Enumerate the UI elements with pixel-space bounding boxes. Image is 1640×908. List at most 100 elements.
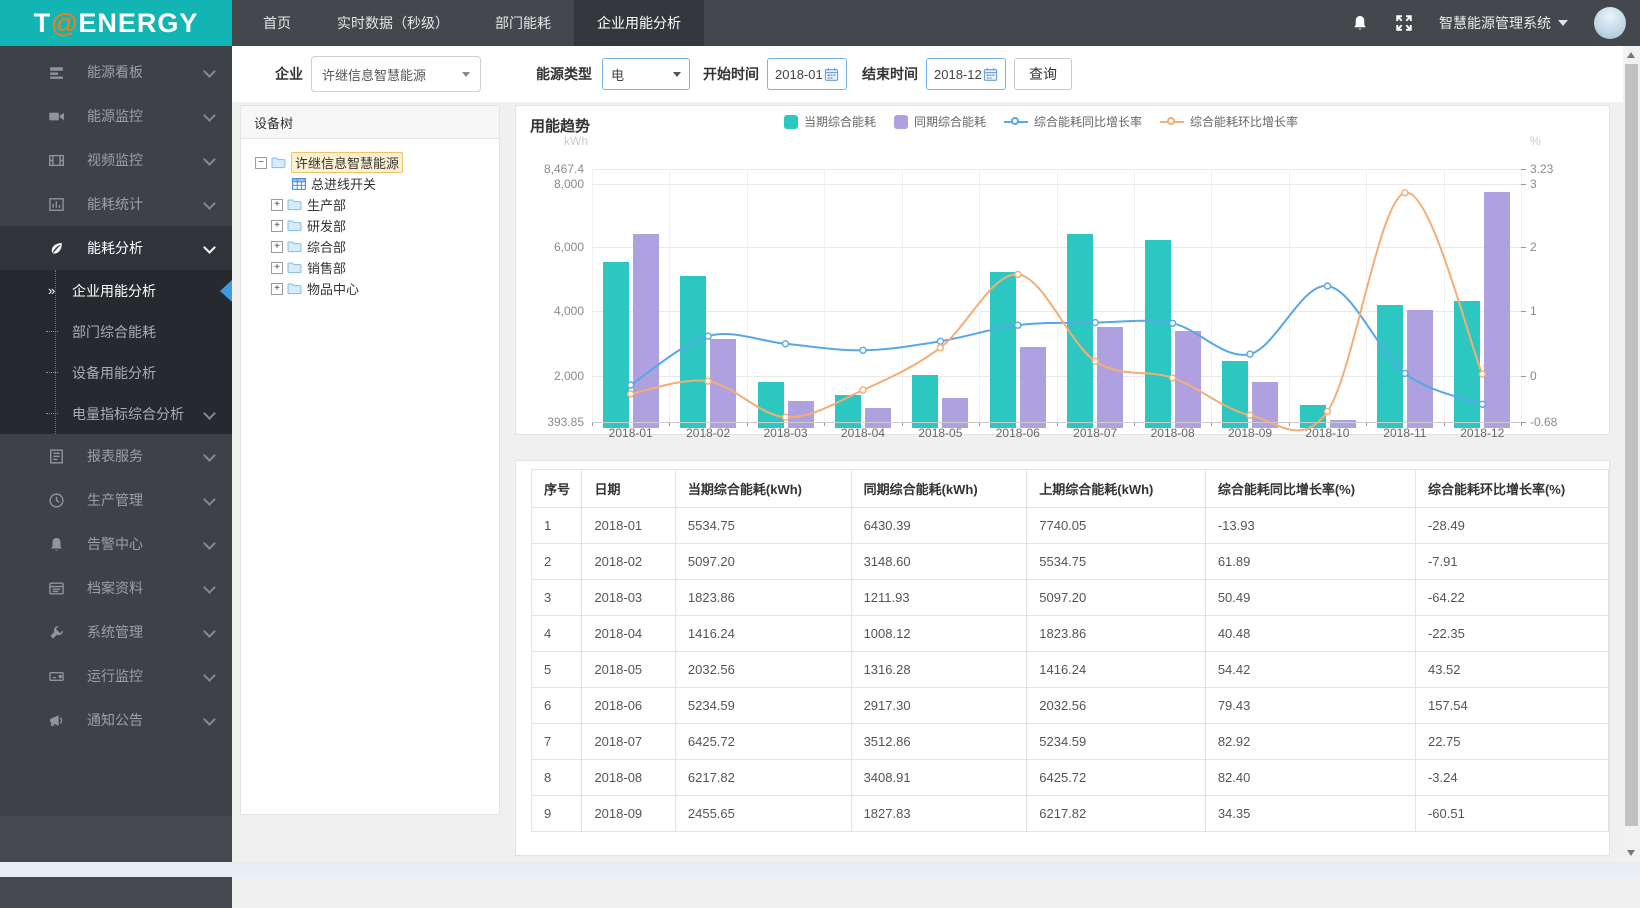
sidebar-item[interactable]: 能源看板: [0, 50, 232, 94]
legend-item[interactable]: 综合能耗环比增长率: [1160, 113, 1298, 130]
calendar-icon[interactable]: [824, 67, 839, 82]
tree-node-folder[interactable]: + 生产部: [255, 194, 499, 215]
bar-previous-period[interactable]: [787, 401, 814, 428]
energy-type-value: 电: [611, 67, 625, 83]
start-date-input[interactable]: 2018-01: [767, 58, 847, 90]
bar-previous-period[interactable]: [1174, 330, 1201, 428]
bar-previous-period[interactable]: [1329, 419, 1356, 428]
bar-previous-period[interactable]: [1097, 327, 1124, 428]
sidebar-subitem[interactable]: 设备用能分析: [0, 352, 232, 393]
horizontal-scrollbar[interactable]: [0, 862, 1640, 877]
sidebar-item[interactable]: 视频监控: [0, 138, 232, 182]
scroll-down-arrow-icon[interactable]: [1627, 850, 1635, 856]
expand-box-icon[interactable]: +: [271, 198, 283, 211]
bell-icon[interactable]: [1351, 14, 1369, 32]
table-cell: 2018-07: [581, 723, 676, 760]
x-axis-label: 2018-04: [840, 426, 885, 440]
legend-item[interactable]: 当期综合能耗: [784, 113, 876, 130]
tree-node-folder[interactable]: + 综合部: [255, 236, 499, 257]
sidebar-item[interactable]: 能耗统计: [0, 182, 232, 226]
system-name-dropdown[interactable]: 智慧能源管理系统: [1439, 13, 1568, 33]
sidebar-item[interactable]: 运行监控: [0, 654, 232, 698]
table-cell: -13.93: [1204, 507, 1416, 544]
tree-node-label[interactable]: 生产部: [307, 198, 347, 213]
end-date-input[interactable]: 2018-12: [926, 58, 1006, 90]
sidebar-menu: 能源看板 能源监控 视频监控 能耗统计 能耗分析 » 企业用能分析 部门综合能耗 设备用能分析电…: [0, 46, 232, 742]
expand-box-icon[interactable]: +: [271, 219, 283, 232]
bar-current-period[interactable]: [1067, 233, 1094, 428]
tree-node-folder[interactable]: + 研发部: [255, 215, 499, 236]
legend-item[interactable]: 综合能耗同比增长率: [1004, 113, 1142, 130]
bar-current-period[interactable]: [1144, 240, 1171, 428]
table-row[interactable]: 2 2018-02 5097.20 3148.60 5534.75 61.89 -7.91: [530, 543, 1609, 580]
table-cell: 79.43: [1204, 687, 1416, 724]
nav-tab-1[interactable]: 首页: [263, 15, 291, 31]
bar-previous-period[interactable]: [865, 407, 891, 428]
sidebar-item[interactable]: 能耗分析: [0, 226, 232, 270]
table-row[interactable]: 7 2018-07 6425.72 3512.86 5234.59 82.92 22.75: [530, 723, 1609, 760]
table-row[interactable]: 9 2018-09 2455.65 1827.83 6217.82 34.35 -60.51: [530, 795, 1609, 832]
scroll-up-arrow-icon[interactable]: [1627, 52, 1635, 58]
table-row[interactable]: 4 2018-04 1416.24 1008.12 1823.86 40.48 -22.35: [530, 615, 1609, 652]
tree-node-label[interactable]: 物品中心: [307, 282, 360, 297]
sidebar-item[interactable]: 能源监控: [0, 94, 232, 138]
sidebar-item[interactable]: 系统管理: [0, 610, 232, 654]
bar-current-period[interactable]: [989, 272, 1016, 428]
collapse-box-icon[interactable]: −: [255, 156, 267, 169]
nav-tab-4[interactable]: 企业用能分析: [574, 0, 704, 46]
bar-previous-period[interactable]: [1484, 191, 1511, 428]
bar-current-period[interactable]: [835, 394, 861, 428]
bar-current-period[interactable]: [912, 375, 939, 428]
expand-box-icon[interactable]: +: [271, 282, 283, 295]
tree-node-leaf[interactable]: 总进线开关: [255, 173, 499, 194]
sidebar-item-label: 档案资料: [87, 580, 143, 596]
bar-current-period[interactable]: [1376, 304, 1403, 428]
sidebar-item[interactable]: 告警中心: [0, 522, 232, 566]
tree-node-label[interactable]: 总进线开关: [311, 177, 377, 192]
nav-tab-3[interactable]: 部门能耗: [495, 15, 551, 31]
table-row[interactable]: 3 2018-03 1823.86 1211.93 5097.20 50.49 -64.22: [530, 579, 1609, 616]
legend-item[interactable]: 同期综合能耗: [894, 113, 986, 130]
tree-node-label[interactable]: 研发部: [307, 219, 347, 234]
sidebar-item[interactable]: 档案资料: [0, 566, 232, 610]
table-row[interactable]: 8 2018-08 6217.82 3408.91 6425.72 82.40 -3.24: [530, 759, 1609, 796]
sidebar-subitem[interactable]: 电量指标综合分析: [0, 393, 232, 434]
sidebar-item[interactable]: 生产管理: [0, 478, 232, 522]
bar-previous-period[interactable]: [710, 339, 737, 428]
bar-current-period[interactable]: [1454, 300, 1481, 428]
vertical-scrollbar-thumb[interactable]: [1625, 64, 1638, 826]
query-button[interactable]: 查询: [1014, 58, 1072, 90]
sidebar-subitem[interactable]: 部门综合能耗: [0, 311, 232, 352]
bar-current-period[interactable]: [1222, 361, 1248, 428]
sidebar-item[interactable]: 通知公告: [0, 698, 232, 742]
table-row[interactable]: 6 2018-06 5234.59 2917.30 2032.56 79.43 157.54: [530, 687, 1609, 724]
vertical-scrollbar[interactable]: [1623, 46, 1640, 862]
bar-current-period[interactable]: [1299, 404, 1326, 428]
bar-previous-period[interactable]: [1406, 310, 1433, 428]
sidebar-subitem[interactable]: » 企业用能分析: [0, 270, 232, 311]
bar-previous-period[interactable]: [1019, 346, 1046, 428]
calendar-icon[interactable]: [983, 67, 998, 82]
bar-current-period[interactable]: [602, 262, 629, 428]
energy-type-select[interactable]: 电: [602, 58, 690, 90]
tree-node-label[interactable]: 销售部: [307, 261, 347, 276]
bar-current-period[interactable]: [680, 276, 707, 428]
nav-tab-2[interactable]: 实时数据（秒级）: [337, 15, 449, 31]
archive-icon: [48, 580, 65, 597]
table-row[interactable]: 5 2018-05 2032.56 1316.28 1416.24 54.42 43.52: [530, 651, 1609, 688]
table-cell: 5534.75: [674, 507, 852, 544]
bar-previous-period[interactable]: [632, 233, 659, 428]
tree-node-folder[interactable]: + 物品中心: [255, 278, 499, 299]
fullscreen-icon[interactable]: [1395, 14, 1413, 32]
tree-node-label[interactable]: 许继信息智慧能源: [291, 152, 404, 173]
bar-previous-period[interactable]: [942, 398, 969, 428]
company-select[interactable]: 许继信息智慧能源: [311, 56, 481, 92]
expand-box-icon[interactable]: +: [271, 240, 283, 253]
table-row[interactable]: 1 2018-01 5534.75 6430.39 7740.05 -13.93 -28.4…: [530, 507, 1609, 544]
avatar[interactable]: [1594, 7, 1626, 39]
tree-node-label[interactable]: 综合部: [307, 240, 347, 255]
tree-node-folder[interactable]: + 销售部: [255, 257, 499, 278]
expand-box-icon[interactable]: +: [271, 261, 283, 274]
tree-node-root[interactable]: − 许继信息智慧能源: [255, 152, 499, 173]
sidebar-item[interactable]: 报表服务: [0, 434, 232, 478]
